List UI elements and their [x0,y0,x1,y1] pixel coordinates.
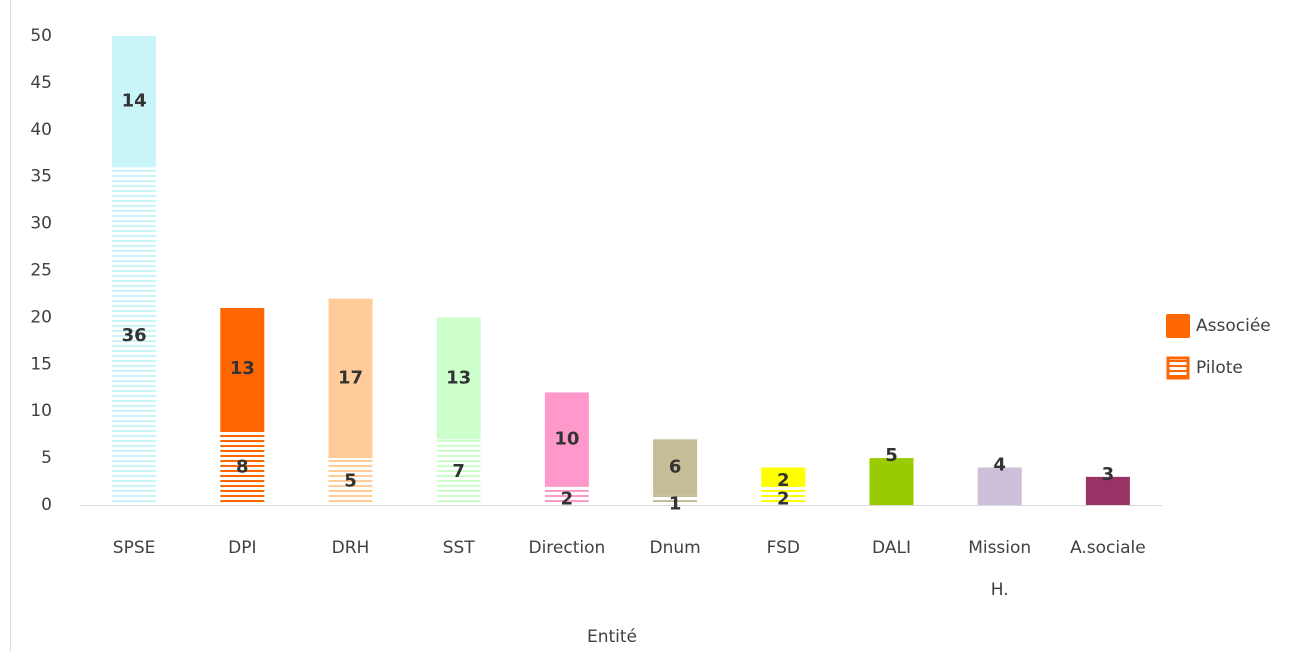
x-tick-label: Dnum [649,538,700,558]
data-label: 4 [993,454,1006,475]
x-tick-label: FSD [767,538,800,558]
legend-swatch [1166,314,1190,338]
y-tick-label: 25 [30,261,52,281]
bar-segment [653,439,698,496]
y-tick-label: 50 [30,26,52,46]
data-label: 2 [561,489,574,510]
bar-segment [220,308,265,430]
legend-swatch [1166,356,1190,380]
x-tick-label: DRH [332,538,370,558]
bar-segment [436,439,481,505]
legend-label: Associée [1196,316,1271,336]
bar-segment [761,486,806,505]
data-label: 7 [452,461,465,482]
x-tick-label: SST [443,538,476,558]
data-label: 10 [554,428,579,449]
y-tick-label: 40 [30,120,52,140]
bar-segment [544,486,589,505]
y-tick-label: 30 [30,214,52,234]
data-label: 5 [344,471,357,492]
bar-segment [653,495,698,505]
bar-segment [761,467,806,487]
bar-segment [869,458,914,505]
data-label: 6 [669,456,682,477]
x-tick-label: DALI [872,538,911,558]
data-label: 14 [122,91,147,112]
x-tick-label: Mission H. [968,538,1031,600]
data-label: 1 [669,493,682,514]
y-tick-label: 45 [30,73,52,93]
y-tick-label: 20 [30,307,52,327]
data-label: 13 [230,358,255,379]
bar-segment [544,392,589,487]
x-tick-label: SPSE [113,538,156,558]
data-label: 17 [338,367,363,388]
y-tick-label: 15 [30,354,52,374]
x-tick-label: DPI [228,538,256,558]
y-tick-label: 35 [30,167,52,187]
bar-segment [1085,476,1130,505]
bar-segment [328,458,373,505]
data-label: 3 [1102,464,1115,485]
data-label: 13 [446,367,471,388]
bar-segment [112,36,157,168]
x-tick-label: Direction [528,538,605,558]
bar-segment [436,317,481,440]
data-label: 8 [236,456,249,477]
bar-segment [328,298,373,459]
data-label: 5 [885,445,898,466]
data-label: 36 [122,325,147,346]
y-tick-label: 5 [41,448,52,468]
x-axis-label: Entité [587,627,637,647]
data-label: 2 [777,470,790,491]
y-tick-label: 10 [30,401,52,421]
y-tick-label: 0 [41,495,52,515]
data-label: 2 [777,489,790,510]
bar-segment [112,167,157,505]
bar-segment [977,467,1022,505]
bar-segment [220,429,265,505]
x-tick-label: A.sociale [1070,538,1146,558]
legend-label: Pilote [1196,358,1243,378]
